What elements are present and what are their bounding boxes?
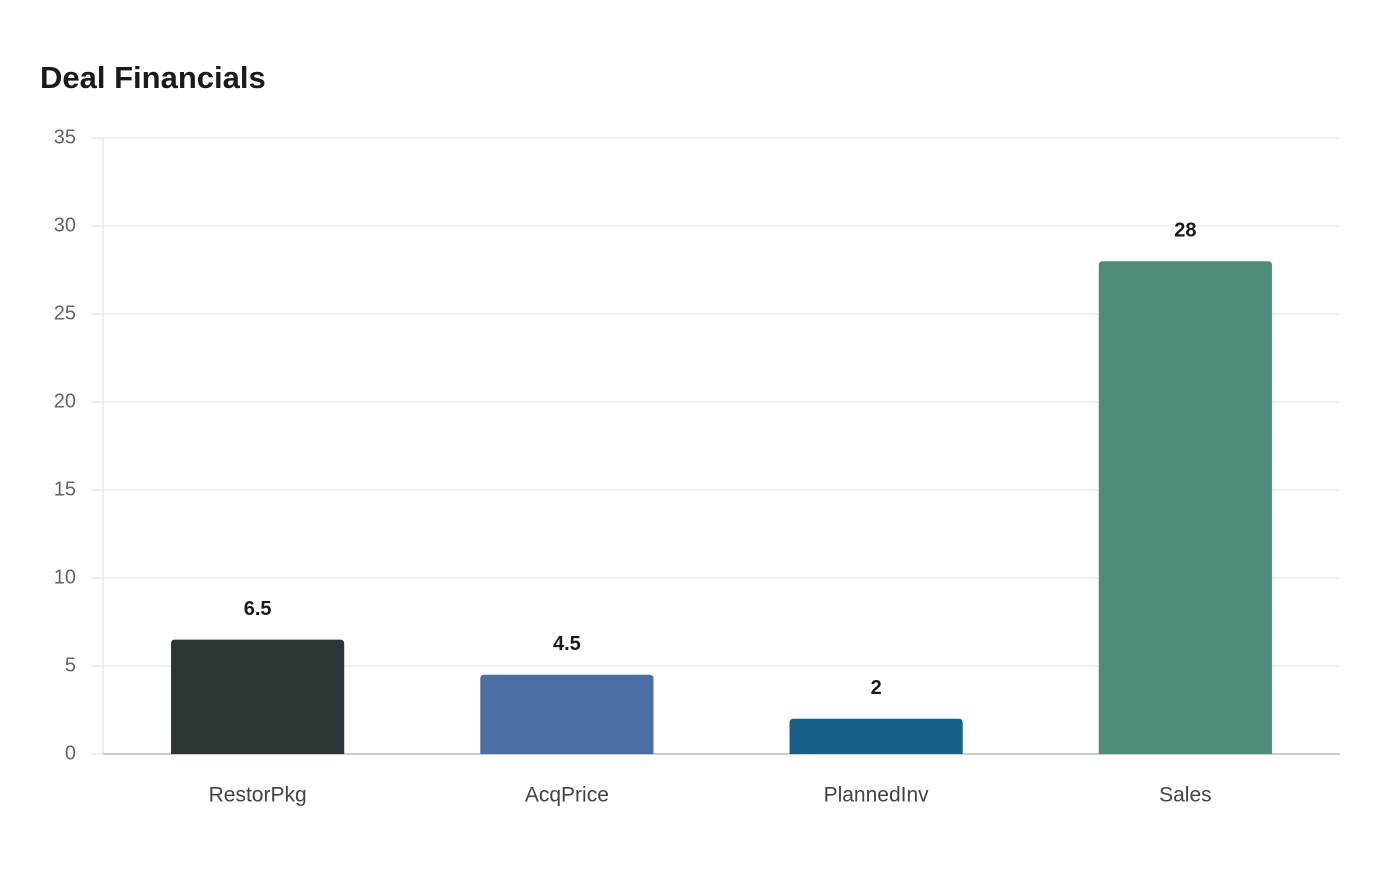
y-tick-label: 5 xyxy=(65,654,76,676)
chart-title: Deal Financials xyxy=(40,60,266,95)
bar xyxy=(789,718,963,754)
x-tick-label: Sales xyxy=(1159,784,1212,807)
x-tick-label: PlannedInv xyxy=(824,784,930,807)
y-tick-label: 35 xyxy=(54,126,76,148)
bar xyxy=(480,674,654,754)
y-tick-label: 20 xyxy=(54,390,76,412)
y-tick-label: 15 xyxy=(54,478,76,500)
value-label: 6.5 xyxy=(244,598,272,620)
x-tick-label: RestorPkg xyxy=(209,784,307,807)
y-tick-label: 10 xyxy=(54,566,76,588)
y-tick-label: 0 xyxy=(65,742,76,764)
y-tick-label: 25 xyxy=(54,302,76,324)
value-label: 28 xyxy=(1174,219,1196,241)
bar xyxy=(171,639,345,754)
y-tick-label: 30 xyxy=(54,214,76,236)
x-tick-label: AcqPrice xyxy=(525,784,609,807)
value-label: 2 xyxy=(871,677,882,699)
value-label: 4.5 xyxy=(553,633,581,655)
bar xyxy=(1098,261,1272,754)
